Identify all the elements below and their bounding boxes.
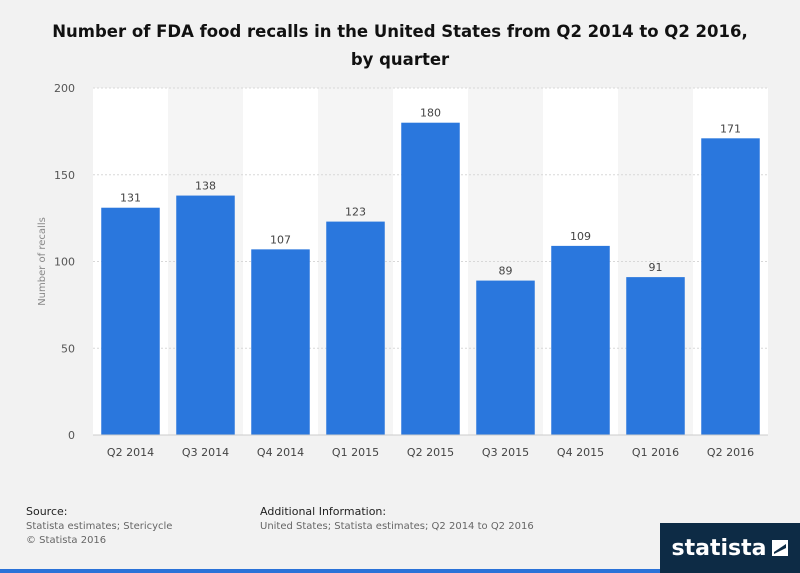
x-tick-label: Q4 2015	[557, 446, 604, 459]
bar-q1-2015	[326, 221, 385, 435]
additional-info-text: United States; Statista estimates; Q2 20…	[260, 521, 534, 532]
x-tick-label: Q2 2014	[107, 446, 154, 459]
statista-logo[interactable]: statista	[660, 523, 800, 573]
bar-q1-2016	[626, 277, 685, 435]
bar-chart: 0 50 100 150 200 Number of recalls 131 Q2 2014 1…	[37, 82, 768, 459]
bar-value-label: 131	[120, 192, 141, 205]
bar-value-label: 91	[649, 261, 663, 274]
bar-q2-2015	[401, 122, 460, 435]
x-tick-label: Q3 2015	[482, 446, 529, 459]
y-tick-label: 0	[68, 429, 75, 442]
x-tick-label: Q2 2016	[707, 446, 754, 459]
bar-value-label: 171	[720, 122, 741, 135]
bar-q2-2016	[701, 138, 760, 435]
bar-q4-2014	[251, 249, 310, 435]
chart-title: Number of FDA food recalls in the United…	[52, 22, 748, 69]
bar-value-label: 107	[270, 233, 291, 246]
y-tick-label: 150	[54, 169, 75, 182]
bar-value-label: 123	[345, 206, 366, 219]
bar-value-label: 138	[195, 180, 216, 193]
x-tick-label: Q1 2015	[332, 446, 379, 459]
brand-name: statista	[671, 535, 767, 561]
bar-value-label: 89	[499, 265, 513, 278]
x-tick-label: Q1 2016	[632, 446, 679, 459]
x-tick-label: Q4 2014	[257, 446, 304, 459]
y-tick-label: 50	[61, 342, 75, 355]
source-label: Source:	[26, 505, 68, 518]
y-tick-label: 100	[54, 256, 75, 269]
statista-logo-icon	[772, 540, 789, 556]
x-tick-label: Q2 2015	[407, 446, 454, 459]
source-line-1: Statista estimates; Stericycle	[26, 521, 173, 532]
bar-q3-2014	[176, 195, 235, 435]
bar-q3-2015	[476, 280, 535, 435]
accent-bar	[0, 569, 660, 573]
bar-value-label: 109	[570, 230, 591, 243]
y-tick-label: 200	[54, 82, 75, 95]
source-line-2: © Statista 2016	[26, 535, 107, 546]
x-tick-label: Q3 2014	[182, 446, 229, 459]
bar-q4-2015	[551, 245, 610, 435]
additional-info-label: Additional Information:	[260, 505, 387, 518]
bar-value-label: 180	[420, 107, 441, 120]
bar-q2-2014	[101, 207, 160, 435]
y-axis-label: Number of recalls	[37, 217, 48, 306]
